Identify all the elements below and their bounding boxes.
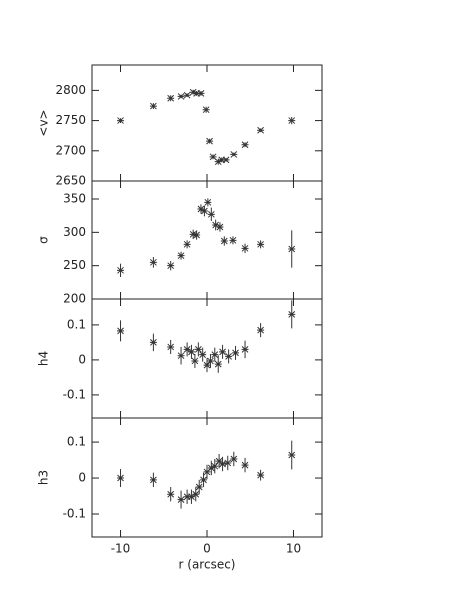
marker [197,90,205,97]
marker [194,346,202,353]
marker [224,459,232,467]
y-tick-label: 300 [63,225,86,239]
y-axis-label: h3 [37,470,51,485]
marker [225,353,233,360]
panel-frame [91,64,323,182]
marker [211,462,219,470]
marker [257,326,265,334]
y-tick-label: 2750 [55,113,86,127]
y-tick-label: 0 [78,471,86,485]
marker [149,339,157,346]
y-tick-label: 250 [63,258,86,272]
marker [209,153,217,161]
y-tick-label: -0.1 [63,387,86,401]
y-tick-label: 2800 [55,83,86,97]
marker [232,349,240,357]
marker [187,348,195,356]
y-tick-label: 0.1 [67,317,86,331]
x-tick-label: -10 [111,542,131,556]
marker [257,471,265,479]
x-axis-label: r (arcsec) [179,558,236,572]
marker [204,198,212,206]
marker [200,476,208,484]
y-tick-label: 2650 [55,174,86,188]
marker [192,490,200,498]
marker [193,231,201,239]
marker [219,460,227,468]
marker [257,126,265,134]
marker [241,346,249,353]
marker [202,106,210,114]
marker [195,483,203,491]
y-axis-label: <v> [37,109,51,136]
marker [117,117,125,124]
marker [183,91,191,99]
marker [177,496,185,503]
y-axis-label: σ [37,236,51,244]
marker [257,240,265,248]
marker [288,451,296,459]
marker [230,151,238,158]
marker [214,360,222,368]
marker [219,348,227,356]
marker [241,244,249,252]
marker [167,490,175,498]
marker [191,357,199,365]
marker [183,240,191,248]
marker [230,455,238,463]
marker [203,361,211,369]
marker [288,311,296,318]
marker [167,262,175,270]
marker [200,207,208,215]
marker [288,117,296,124]
y-tick-label: 2700 [55,143,86,157]
x-tick-label: 10 [286,542,301,556]
marker [177,352,185,360]
marker [216,223,224,231]
marker [177,93,185,100]
marker [117,474,125,482]
marker [220,237,228,245]
marker [241,461,249,469]
y-axis-label: h4 [37,351,51,366]
y-tick-label: -0.1 [63,506,86,520]
y-tick-label: 0 [78,352,86,366]
marker [117,327,125,335]
marker [149,476,157,484]
marker [229,236,237,244]
marker [167,94,175,102]
y-tick-label: 350 [63,192,86,206]
marker [222,156,230,164]
y-tick-label: 200 [63,292,86,306]
marker [167,343,175,351]
marker [177,252,185,260]
marker [149,258,157,266]
panel-frame [91,180,323,300]
marker [149,102,157,110]
y-tick-label: 0.1 [67,435,86,449]
marker [117,266,125,274]
marker [207,210,215,218]
marker [199,351,207,359]
x-tick-label: 0 [203,542,211,556]
marker [206,357,214,365]
marker [288,245,296,253]
marker [211,351,219,359]
marker [241,141,249,149]
marker [206,137,214,145]
